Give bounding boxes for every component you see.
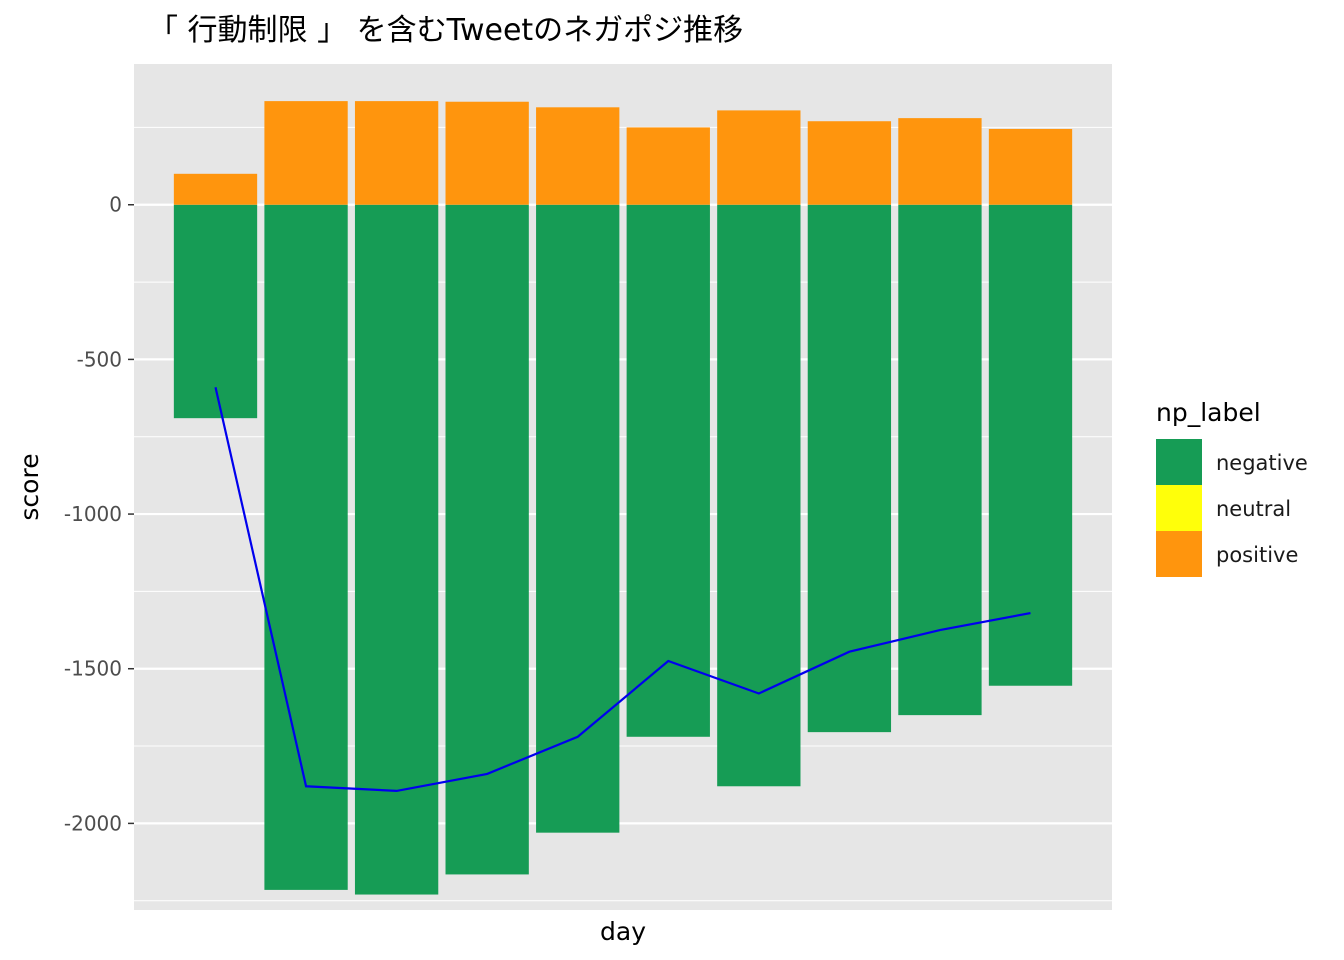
y-tick-label: -1000 xyxy=(64,502,122,526)
bar-negative xyxy=(536,204,620,833)
bar-positive xyxy=(445,101,529,205)
legend-label-negative: negative xyxy=(1216,451,1308,475)
x-axis-label: day xyxy=(600,917,646,946)
y-axis-label: score xyxy=(15,453,44,520)
bar-negative xyxy=(626,204,710,737)
bar-positive xyxy=(264,101,348,205)
y-axis-ticks: 0 -500 -1000 -1500 -2000 xyxy=(64,193,134,835)
bar-negative xyxy=(807,204,892,733)
bar-positive xyxy=(807,121,892,205)
y-tick-label: 0 xyxy=(109,193,122,217)
bar-negative xyxy=(354,204,439,895)
bar-positive xyxy=(988,128,1073,205)
bar-negative xyxy=(717,204,801,787)
bar-positive xyxy=(354,101,439,205)
legend-title: np_label xyxy=(1156,398,1261,427)
chart-title: 「 行動制限 」 を含むTweetのネガポジ推移 xyxy=(148,13,743,48)
y-tick-label: -1500 xyxy=(64,657,122,681)
bar-negative xyxy=(264,204,348,890)
trend-line xyxy=(214,386,1031,793)
legend-key-negative xyxy=(1156,439,1202,485)
legend-label-positive: positive xyxy=(1216,543,1298,567)
bar-positive xyxy=(536,107,620,205)
bar-positive xyxy=(173,173,258,205)
y-tick-label: -500 xyxy=(77,347,122,371)
legend: np_label negative neutral positive xyxy=(1156,398,1308,577)
bar-negative xyxy=(988,204,1073,686)
bar-positive xyxy=(898,118,982,205)
legend-key-positive xyxy=(1156,531,1202,577)
bar-positive xyxy=(717,110,801,205)
trend-line-group xyxy=(214,386,1031,793)
y-tick-label: -2000 xyxy=(64,811,122,835)
bar-negative xyxy=(898,204,982,716)
bar-positive xyxy=(626,127,710,205)
legend-label-neutral: neutral xyxy=(1216,497,1291,521)
bar-negative xyxy=(173,204,258,419)
legend-key-neutral xyxy=(1156,485,1202,531)
